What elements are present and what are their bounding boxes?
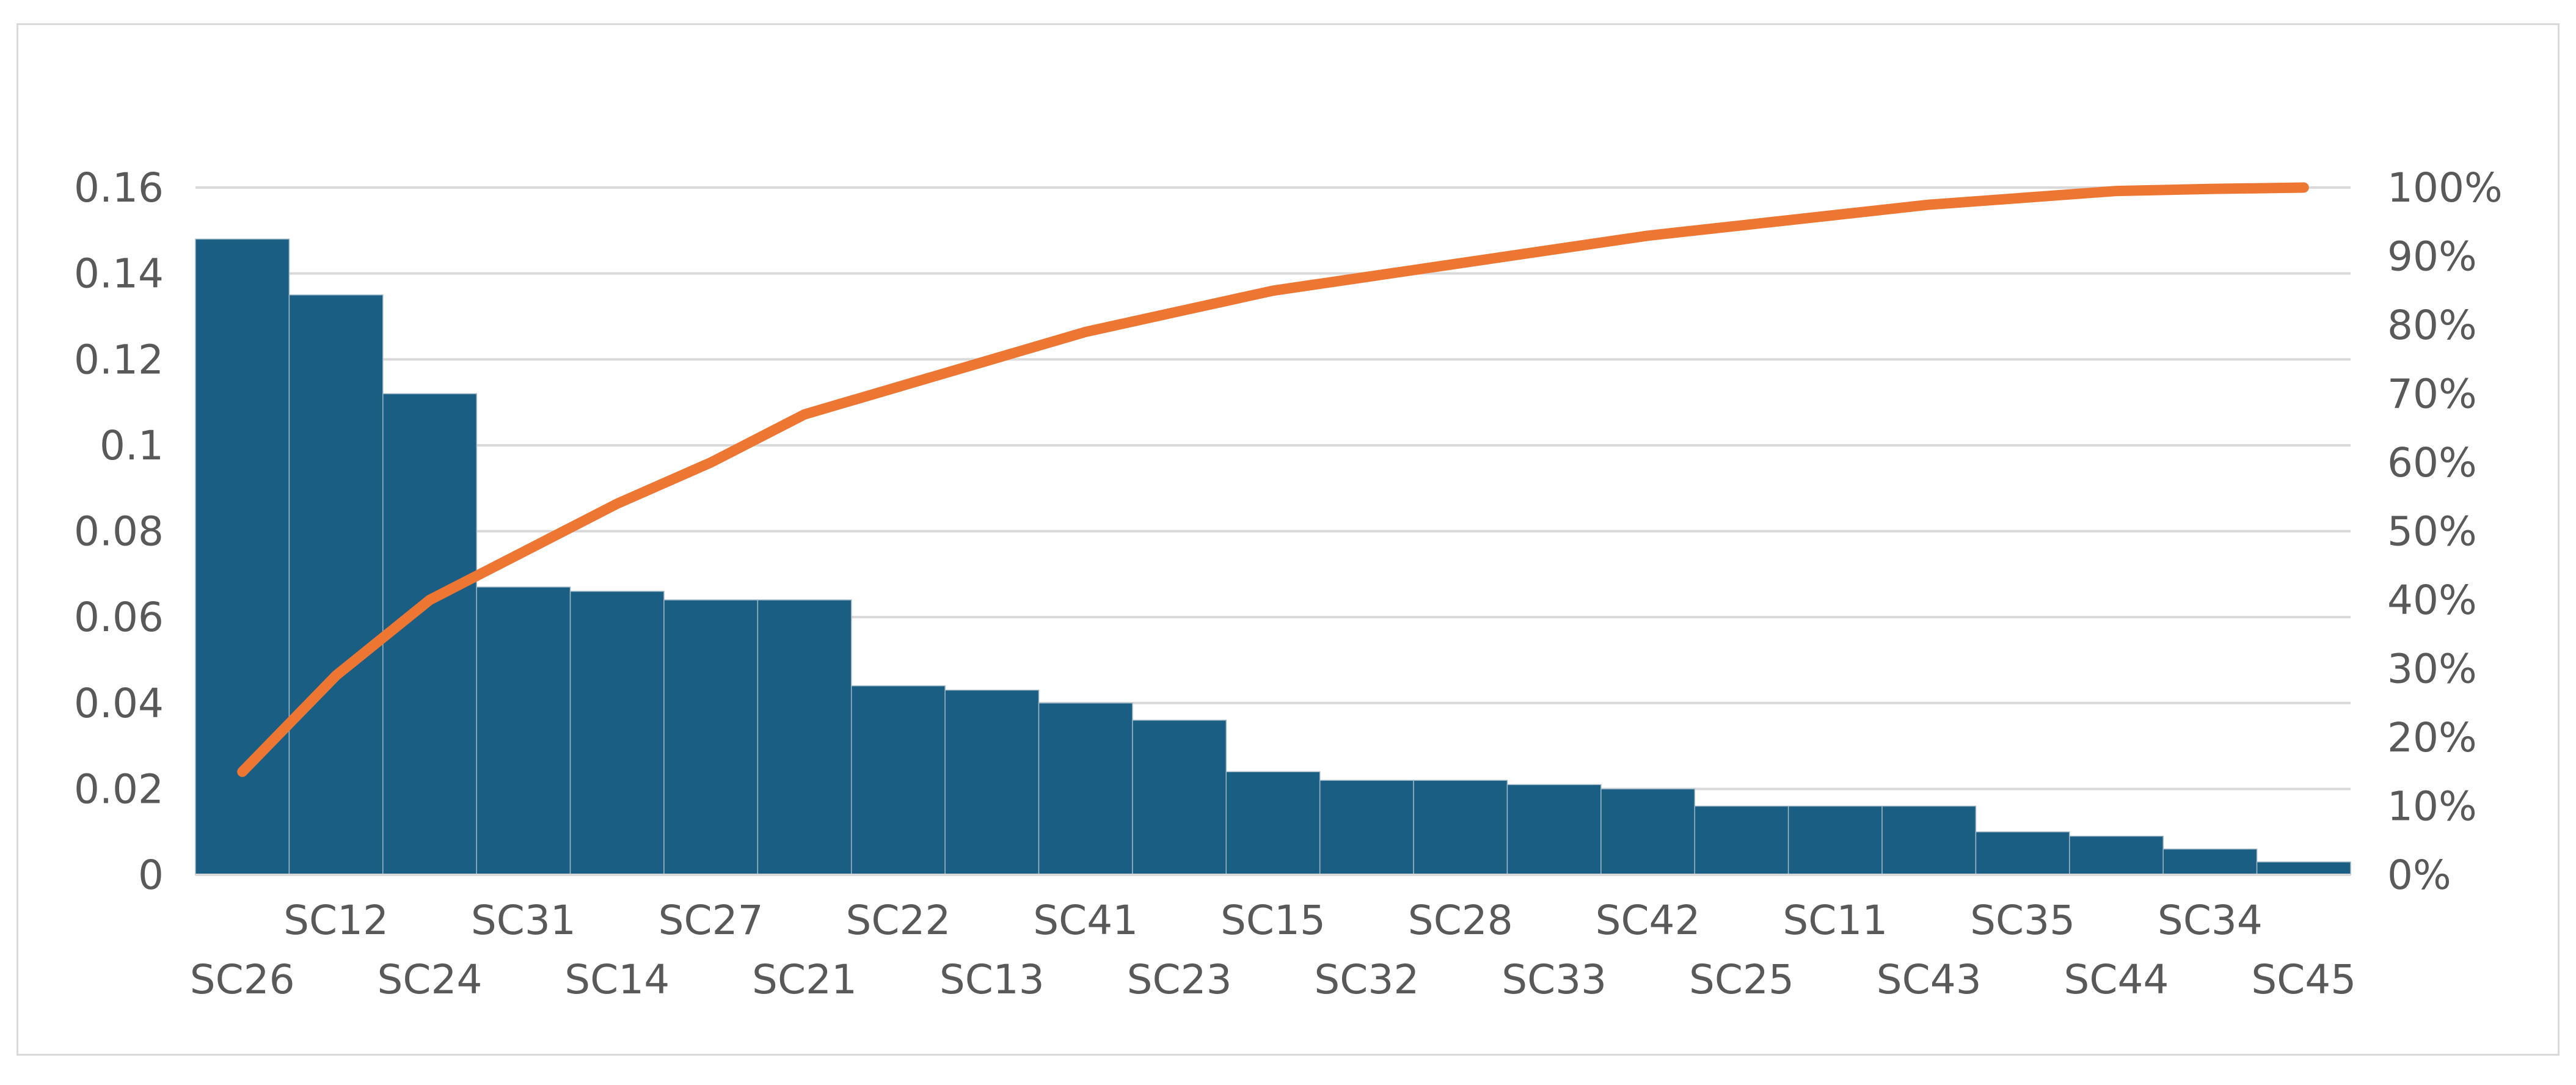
- x-tick-label: SC33: [1501, 956, 1607, 1003]
- bar: [850, 685, 946, 875]
- bar: [2069, 835, 2164, 875]
- bar: [944, 689, 1040, 875]
- x-tick-label: SC44: [2064, 956, 2169, 1003]
- bar: [288, 294, 384, 875]
- y-right-tick-label: 80%: [2387, 302, 2477, 349]
- bars: [195, 238, 2351, 875]
- y-right-tick-label: 20%: [2387, 714, 2477, 761]
- bar: [569, 591, 665, 875]
- x-tick-label: SC24: [377, 956, 482, 1003]
- cumulative-percentage-line: [237, 182, 2309, 777]
- x-tick-label: SC28: [1408, 897, 1513, 944]
- y-left-tick-label: 0.04: [74, 680, 164, 727]
- y-left-tick-label: 0: [138, 852, 164, 899]
- y-right-tick-label: 60%: [2387, 439, 2477, 486]
- bar: [1694, 805, 1789, 875]
- bar: [1038, 703, 1133, 875]
- y-right-tick-label: 0%: [2387, 852, 2451, 899]
- x-tick-label: SC25: [1689, 956, 1794, 1003]
- x-tick-label: SC32: [1314, 956, 1419, 1003]
- y-right-tick-label: 10%: [2387, 783, 2477, 830]
- bar: [757, 599, 852, 875]
- bar: [2162, 849, 2258, 875]
- y-right-tick-label: 40%: [2387, 577, 2477, 624]
- x-tick-label: SC14: [564, 956, 670, 1003]
- bar: [1132, 720, 1227, 875]
- chart-frame: 0 0.02 0.04 0.06 0.08 0.1 0.12 0.14 0.16 0% 10% 20%…: [16, 23, 2560, 1056]
- bar: [1600, 788, 1696, 875]
- bar: [1225, 771, 1321, 875]
- bar: [1881, 805, 1977, 875]
- y-right-tick-label: 90%: [2387, 233, 2477, 280]
- x-tick-label: SC34: [2158, 897, 2263, 944]
- x-tick-label: SC15: [1220, 897, 1326, 944]
- y-left-tick-label: 0.16: [74, 164, 164, 211]
- x-tick-label: SC12: [283, 897, 389, 944]
- x-tick-label: SC27: [659, 897, 764, 944]
- axes: 0 0.02 0.04 0.06 0.08 0.1 0.12 0.14 0.16 0% 10% 20%…: [74, 164, 2503, 1003]
- x-tick-label: SC31: [471, 897, 576, 944]
- y-right-tick-label: 100%: [2387, 164, 2503, 211]
- x-tick-label: SC45: [2251, 956, 2356, 1003]
- x-tick-label: SC42: [1596, 897, 1701, 944]
- y-left-tick-label: 0.1: [100, 422, 164, 469]
- x-tick-label: SC26: [190, 956, 295, 1003]
- bar: [476, 586, 571, 875]
- bar: [1787, 805, 1883, 875]
- y-left-tick-label: 0.12: [74, 336, 164, 383]
- bar: [1413, 780, 1508, 875]
- pareto-chart: 0 0.02 0.04 0.06 0.08 0.1 0.12 0.14 0.16 0% 10% 20%…: [74, 164, 2503, 1003]
- y-right-tick-label: 30%: [2387, 646, 2477, 693]
- x-tick-label: SC35: [1970, 897, 2075, 944]
- x-tick-label: SC41: [1033, 897, 1138, 944]
- y-left-tick-label: 0.06: [74, 594, 164, 641]
- x-tick-label: SC11: [1782, 897, 1888, 944]
- y-right-tick-label: 70%: [2387, 371, 2477, 418]
- x-tick-label: SC22: [845, 897, 950, 944]
- x-tick-label: SC43: [1877, 956, 1982, 1003]
- bar: [1319, 780, 1414, 875]
- x-tick-label: SC13: [940, 956, 1045, 1003]
- bar: [2256, 861, 2351, 875]
- bar: [195, 238, 290, 875]
- y-left-tick-label: 0.08: [74, 508, 164, 555]
- y-right-tick-label: 50%: [2387, 508, 2477, 555]
- x-tick-label: SC23: [1127, 956, 1232, 1003]
- y-left-tick-label: 0.02: [74, 765, 164, 813]
- cumulative-line: [237, 182, 2309, 777]
- bar: [382, 393, 477, 875]
- y-left-tick-label: 0.14: [74, 250, 164, 298]
- x-tick-label: SC21: [752, 956, 857, 1003]
- bar: [663, 599, 759, 875]
- bar: [1975, 831, 2070, 875]
- bar: [1506, 784, 1602, 875]
